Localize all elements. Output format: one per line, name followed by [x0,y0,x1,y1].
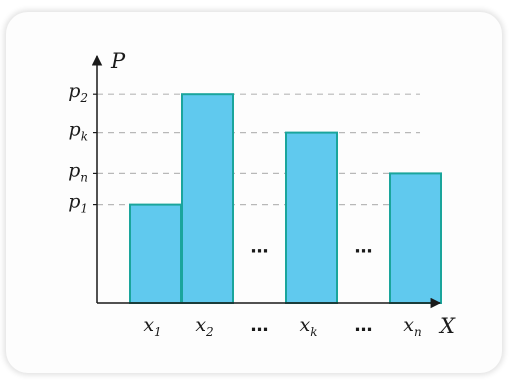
gap-marker-ellipsis: … [355,237,373,258]
bar-xk [285,131,338,304]
y-axis-label: P [110,49,126,73]
guide-lines [93,93,420,206]
x-tick-label-x2: x2 [195,314,213,339]
x-tick-ellipsis: … [251,315,269,336]
gap-marker-ellipsis: … [251,237,269,258]
bar-xn [389,172,442,304]
x-tick-label-x1: x1 [143,314,161,339]
bar-x1 [129,203,182,305]
bar-x2 [181,93,234,304]
x-axis-label: X [438,314,456,338]
y-tick-label-p2: p2 [68,80,88,105]
x-tick-label-xn: xn [403,314,421,339]
y-tick-labels: p2 pk pn p1 [68,80,88,215]
x-tick-label-xk: xk [300,314,318,339]
x-tick-labels: x1 x2 … xk … xn [143,314,421,339]
y-tick-label-pk: pk [69,119,88,144]
x-tick-ellipsis: … [355,315,373,336]
y-tick-label-pn: pn [68,159,88,184]
gap-markers: …… [251,237,373,258]
y-tick-label-p1: p1 [68,191,88,216]
bars [129,93,442,305]
